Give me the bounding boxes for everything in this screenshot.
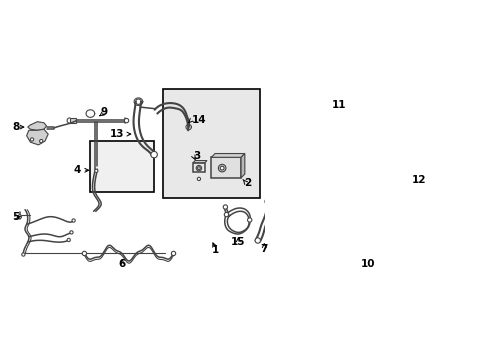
Circle shape: [220, 166, 224, 170]
Circle shape: [40, 139, 43, 143]
Text: 9: 9: [101, 108, 107, 117]
Circle shape: [255, 238, 260, 243]
Text: 7: 7: [260, 244, 267, 254]
Circle shape: [224, 212, 228, 217]
Circle shape: [30, 138, 34, 141]
Circle shape: [399, 175, 409, 185]
Text: 4: 4: [73, 165, 81, 175]
Circle shape: [21, 253, 25, 256]
Text: 11: 11: [331, 100, 346, 111]
Circle shape: [124, 118, 128, 123]
Circle shape: [364, 132, 368, 136]
Circle shape: [197, 177, 200, 181]
Text: 14: 14: [191, 114, 206, 125]
Polygon shape: [28, 122, 46, 130]
Text: 2: 2: [243, 178, 250, 188]
Polygon shape: [26, 129, 48, 145]
Circle shape: [218, 164, 225, 172]
Text: 1: 1: [212, 245, 219, 255]
Circle shape: [356, 131, 362, 137]
Text: 10: 10: [360, 259, 374, 269]
Text: 15: 15: [231, 237, 245, 247]
Circle shape: [197, 167, 200, 170]
Circle shape: [72, 219, 75, 222]
Text: 5: 5: [13, 212, 20, 222]
Circle shape: [171, 251, 175, 256]
Circle shape: [401, 177, 407, 183]
Bar: [211, 157, 241, 178]
Circle shape: [70, 231, 73, 234]
Bar: [350, 126, 373, 156]
Polygon shape: [373, 112, 405, 136]
Text: 12: 12: [411, 175, 426, 185]
Polygon shape: [211, 153, 244, 157]
Bar: [90, 141, 154, 192]
Circle shape: [95, 169, 98, 172]
Text: 13: 13: [109, 129, 123, 139]
Circle shape: [247, 218, 251, 222]
Circle shape: [265, 198, 270, 203]
Polygon shape: [350, 177, 373, 199]
Bar: [193, 163, 204, 172]
Polygon shape: [193, 161, 206, 163]
Circle shape: [365, 109, 369, 113]
Circle shape: [150, 151, 157, 158]
Circle shape: [196, 165, 201, 171]
Text: 8: 8: [13, 122, 20, 132]
Circle shape: [82, 251, 86, 256]
Polygon shape: [241, 153, 244, 178]
Circle shape: [223, 205, 227, 209]
Bar: [163, 89, 259, 198]
Text: 6: 6: [119, 259, 125, 269]
Circle shape: [67, 238, 70, 242]
Circle shape: [18, 215, 21, 219]
Polygon shape: [70, 118, 76, 123]
Text: 3: 3: [193, 151, 200, 161]
